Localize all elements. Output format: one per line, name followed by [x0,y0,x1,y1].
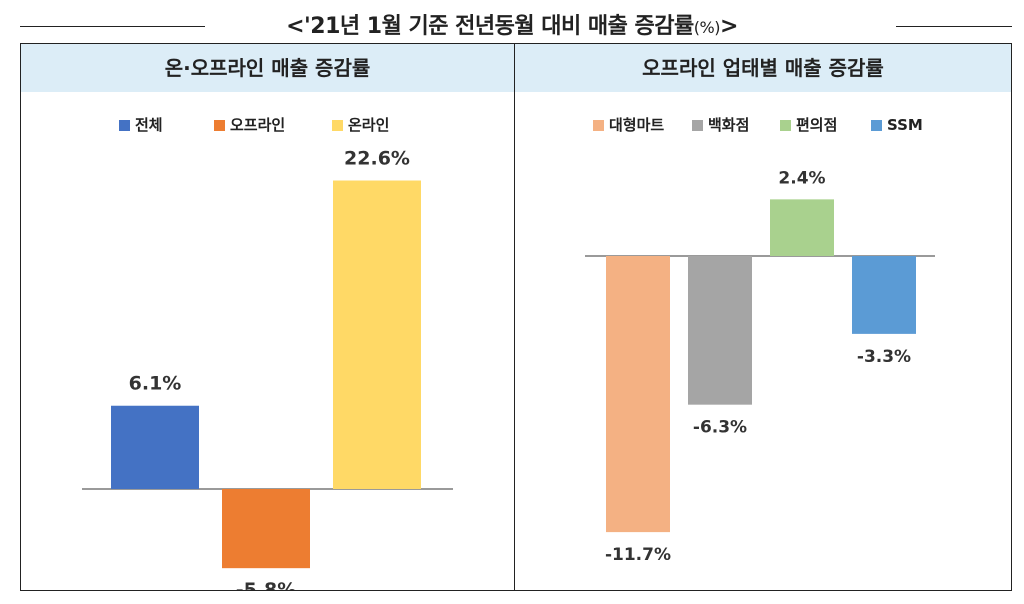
left-legend-label: 온라인 [348,116,389,134]
right-legend-label: SSM [887,116,923,134]
panel-divider [514,43,515,591]
title-unit: (%) [693,18,721,37]
right-data-label: -6.3% [693,418,747,438]
left-data-label: -5.8% [236,579,297,590]
right-data-label: -3.3% [857,347,911,367]
left-bar [111,405,199,489]
right-data-label: -11.7% [605,545,671,565]
page-title: <'21년 1월 기준 전년동월 대비 매출 증감률(%)> [0,8,1024,40]
online-offline-chart: 전체 오프라인 온라인 6.1% -5.8% 22.6% [82,116,453,590]
right-bar [770,199,834,256]
right-panel-title: 오프라인 업태별 매출 증감률 [515,44,1011,92]
right-data-label: 2.4% [778,168,825,188]
left-data-label: 6.1% [129,373,182,395]
right-bar [688,256,752,405]
title-rule-right [896,26,1012,27]
right-legend-label: 편의점 [796,116,837,134]
title-rule-left [20,26,205,27]
left-data-label: 22.6% [344,148,410,170]
right-legend-swatch [593,120,604,131]
title-bar: <'21년 1월 기준 전년동월 대비 매출 증감률(%)> [0,0,1024,50]
right-legend-swatch [871,120,882,131]
title-text: <'21년 1월 기준 전년동월 대비 매출 증감률 [286,14,694,39]
left-legend-swatch [332,120,343,131]
left-bar [222,489,310,569]
left-legend-label: 전체 [135,116,163,134]
right-bar [606,256,670,533]
left-legend-swatch [214,120,225,131]
right-legend-label: 대형마트 [609,116,664,134]
right-legend-swatch [692,120,703,131]
left-legend-swatch [119,120,130,131]
right-legend-label: 백화점 [708,116,749,134]
title-close: > [719,14,738,39]
chart-frame [20,43,1012,591]
left-panel-title: 온·오프라인 매출 증감률 [21,44,514,92]
left-legend-label: 오프라인 [230,116,285,134]
left-bar [333,180,421,489]
offline-format-chart: 대형마트 백화점 편의점 SSM -11.7% -6.3% 2.4% -3.3% [585,116,935,565]
right-bar [852,256,916,334]
right-legend-swatch [780,120,791,131]
